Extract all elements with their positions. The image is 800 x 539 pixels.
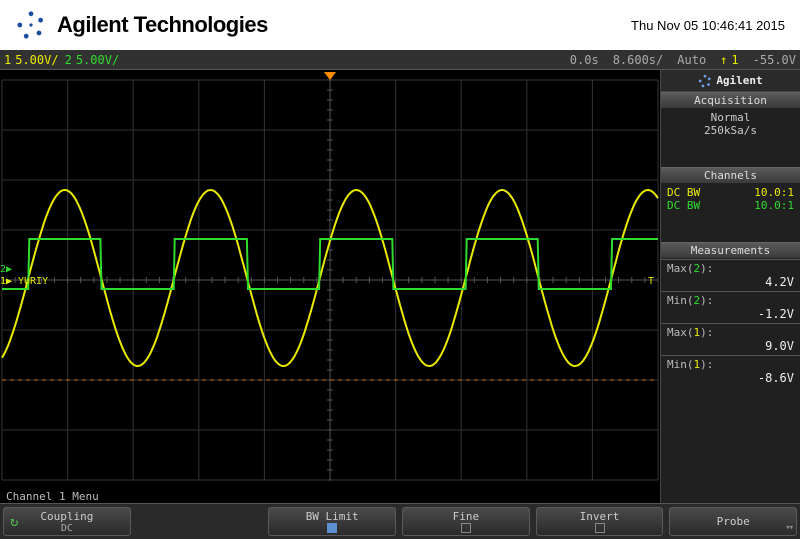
brand-group: Agilent Technologies: [15, 9, 268, 41]
acquisition-body: Normal 250kSa/s: [661, 109, 800, 139]
ch2-indicator: 2: [65, 53, 72, 67]
softkey-bar: Coupling ↻ DC BW Limit Fine Invert Probe ▾▾: [0, 503, 800, 539]
ch1-indicator: 1: [4, 53, 11, 67]
softkey-label: Fine: [453, 510, 480, 523]
ch1-probe: 10.0:1: [754, 186, 794, 199]
channels-body: DC BW 10.0:1 DC BW 10.0:1: [661, 184, 800, 214]
m3-value: 9.0V: [667, 339, 794, 353]
softkey-2: [137, 507, 263, 536]
oscilloscope-screen: 1 5.00V/ 2 5.00V/ 0.0s 8.600s/ Auto ↑ 1 …: [0, 50, 800, 539]
softkey-label: BW Limit: [306, 510, 359, 523]
m2-fn: Min(: [667, 294, 694, 307]
ch2-scale: 5.00V/: [76, 53, 119, 67]
status-bar: 1 5.00V/ 2 5.00V/ 0.0s 8.600s/ Auto ↑ 1 …: [0, 50, 800, 70]
trigger-mode: Auto: [677, 53, 706, 67]
svg-text:T: T: [648, 276, 654, 287]
agilent-logo-icon: [15, 9, 47, 41]
softkey-6[interactable]: Probe ▾▾: [669, 507, 797, 536]
measurement-1: Max(2): 4.2V: [661, 259, 800, 291]
m2-value: -1.2V: [667, 307, 794, 321]
m2-close: ):: [700, 294, 713, 307]
softkey-3[interactable]: BW Limit: [268, 507, 396, 536]
softkey-label: Coupling: [40, 510, 93, 523]
svg-text:1▶: 1▶: [0, 276, 12, 287]
side-brand-label: Agilent: [716, 74, 762, 87]
trigger-edge-icon: ↑: [720, 53, 727, 67]
app-header: Agilent Technologies Thu Nov 05 10:46:41…: [0, 0, 800, 50]
softkey-5[interactable]: Invert: [536, 507, 664, 536]
agilent-mini-icon: [698, 74, 712, 88]
waveform-svg: 1▶ YURIY 2▶ T: [0, 70, 660, 490]
checkbox-icon: [595, 523, 605, 533]
display-area: 1▶ YURIY 2▶ T Agilent Acquisition Normal 25…: [0, 70, 800, 503]
time-scale: 8.600s/: [613, 53, 664, 67]
side-brand: Agilent: [661, 70, 800, 92]
waveform-panel: 1▶ YURIY 2▶ T: [0, 70, 660, 503]
measurement-2: Min(2): -1.2V: [661, 291, 800, 323]
softkey-value: DC: [61, 523, 73, 534]
m1-fn: Max(: [667, 262, 694, 275]
ch2-coupling: DC: [667, 199, 680, 212]
softkey-4[interactable]: Fine: [402, 507, 530, 536]
side-panel: Agilent Acquisition Normal 250kSa/s Chan…: [660, 70, 800, 503]
measurements-body: Max(2): 4.2V Min(2): -1.2V Max(1): 9.0V …: [661, 259, 800, 387]
trigger-level: -55.0V: [753, 53, 796, 67]
submenu-icon: ▾▾: [785, 523, 792, 533]
ch2-bw: BW: [687, 199, 700, 212]
m4-fn: Min(: [667, 358, 694, 371]
acq-mode: Normal: [667, 111, 794, 124]
measurement-3: Max(1): 9.0V: [661, 323, 800, 355]
m1-value: 4.2V: [667, 275, 794, 289]
svg-text:YURIY: YURIY: [18, 276, 48, 287]
svg-text:2▶: 2▶: [0, 264, 12, 275]
softkey-label: Probe: [717, 515, 750, 528]
softkey-1[interactable]: Coupling ↻ DC: [3, 507, 131, 536]
time-offset: 0.0s: [570, 53, 599, 67]
ch1-scale: 5.00V/: [15, 53, 58, 67]
menu-title: Channel 1 Menu: [4, 490, 101, 503]
m3-fn: Max(: [667, 326, 694, 339]
checkbox-icon: [327, 523, 337, 533]
ch1-coupling: DC: [667, 186, 680, 199]
ch1-bw: BW: [687, 186, 700, 199]
measurement-4: Min(1): -8.6V: [661, 355, 800, 387]
datetime-label: Thu Nov 05 10:46:41 2015: [631, 18, 785, 33]
softkey-label: Invert: [580, 510, 620, 523]
brand-title: Agilent Technologies: [57, 12, 268, 38]
m4-value: -8.6V: [667, 371, 794, 385]
m1-close: ):: [700, 262, 713, 275]
rotary-icon: ↻: [10, 514, 18, 530]
acq-rate: 250kSa/s: [667, 124, 794, 137]
ch2-probe: 10.0:1: [754, 199, 794, 212]
channels-title: Channels: [661, 167, 800, 184]
m3-close: ):: [700, 326, 713, 339]
acquisition-title: Acquisition: [661, 92, 800, 109]
checkbox-icon: [461, 523, 471, 533]
m4-close: ):: [700, 358, 713, 371]
trigger-source: 1: [731, 53, 738, 67]
measurements-title: Measurements: [661, 242, 800, 259]
